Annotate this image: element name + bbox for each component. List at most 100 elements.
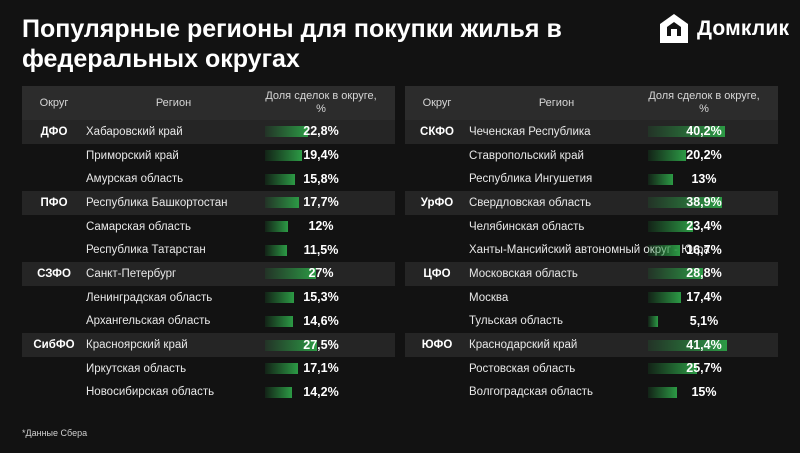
share-value: 20,2% xyxy=(648,148,760,163)
table-row: Ленинградская область 15,3% xyxy=(22,286,395,310)
share-value: 41,4% xyxy=(648,338,760,353)
share-cell: 38,9% xyxy=(648,195,760,210)
share-value: 5,1% xyxy=(648,314,760,329)
region-name: Ленинградская область xyxy=(86,292,261,304)
table-row: ПФО Республика Башкортостан 17,7% xyxy=(22,191,395,215)
share-value: 15,8% xyxy=(265,172,377,187)
table-row: Тульская область 5,1% xyxy=(405,310,778,334)
region-name: Приморский край xyxy=(86,150,261,162)
page-title: Популярные регионы для покупки жилья в ф… xyxy=(22,14,582,74)
okrug-label: ЦФО xyxy=(405,268,469,280)
share-value: 16,7% xyxy=(648,243,760,258)
table-row: Иркутская область 17,1% xyxy=(22,357,395,381)
share-value: 11,5% xyxy=(265,243,377,258)
share-value: 22,8% xyxy=(265,124,377,139)
share-cell: 5,1% xyxy=(648,314,760,329)
share-cell: 14,2% xyxy=(265,385,377,400)
share-cell: 13% xyxy=(648,172,760,187)
share-cell: 20,2% xyxy=(648,148,760,163)
region-name: Ханты-Мансийский автономный округ - Югра xyxy=(469,244,644,256)
share-value: 17,1% xyxy=(265,361,377,376)
region-name: Чеченская Республика xyxy=(469,126,644,138)
share-value: 40,2% xyxy=(648,124,760,139)
region-name: Красноярский край xyxy=(86,339,261,351)
share-cell: 25,7% xyxy=(648,361,760,376)
share-cell: 15,8% xyxy=(265,172,377,187)
table-row: Волгоградская область 15% xyxy=(405,381,778,405)
table-row: Самарская область 12% xyxy=(22,215,395,239)
okrug-label: СибФО xyxy=(22,339,86,351)
share-value: 12% xyxy=(265,219,377,234)
share-value: 14,6% xyxy=(265,314,377,329)
share-cell: 27,5% xyxy=(265,338,377,353)
header-share: Доля сделок в округе, % xyxy=(265,90,377,116)
header-okrug: Округ xyxy=(22,97,86,109)
region-name: Челябинская область xyxy=(469,221,644,233)
share-value: 27,5% xyxy=(265,338,377,353)
header-region: Регион xyxy=(86,97,261,109)
okrug-label: УрФО xyxy=(405,197,469,209)
region-name: Архангельская область xyxy=(86,315,261,327)
share-cell: 15% xyxy=(648,385,760,400)
table-row: УрФО Свердловская область 38,9% xyxy=(405,191,778,215)
region-name: Ростовская область xyxy=(469,363,644,375)
region-name: Краснодарский край xyxy=(469,339,644,351)
share-cell: 28,8% xyxy=(648,266,760,281)
share-value: 15,3% xyxy=(265,290,377,305)
region-name: Москва xyxy=(469,292,644,304)
header-okrug: Округ xyxy=(405,97,469,109)
table-row: Приморский край 19,4% xyxy=(22,144,395,168)
share-cell: 22,8% xyxy=(265,124,377,139)
share-cell: 27% xyxy=(265,266,377,281)
okrug-group: СКФО Чеченская Республика 40,2% Ставропольс… xyxy=(405,120,778,191)
table-row: ЮФО Краснодарский край 41,4% xyxy=(405,333,778,357)
header-region: Регион xyxy=(469,97,644,109)
share-value: 27% xyxy=(265,266,377,281)
house-logo-icon xyxy=(657,12,691,46)
table-row: Челябинская область 23,4% xyxy=(405,215,778,239)
region-name: Самарская область xyxy=(86,221,261,233)
okrug-group: ЦФО Московская область 28,8% Москва 17,4% Тул… xyxy=(405,262,778,333)
region-name: Иркутская область xyxy=(86,363,261,375)
region-name: Хабаровский край xyxy=(86,126,261,138)
table-header: Округ Регион Доля сделок в округе, % xyxy=(22,86,395,120)
share-cell: 17,1% xyxy=(265,361,377,376)
footnote: *Данные Сбера xyxy=(22,428,87,438)
share-cell: 17,4% xyxy=(648,290,760,305)
table-row: СЗФО Санкт-Петербург 27% xyxy=(22,262,395,286)
region-name: Амурская область xyxy=(86,173,261,185)
table-body-left: ДФО Хабаровский край 22,8% Приморский край 1… xyxy=(22,120,395,404)
region-name: Санкт-Петербург xyxy=(86,268,261,280)
share-value: 15% xyxy=(648,385,760,400)
okrug-group: СЗФО Санкт-Петербург 27% Ленинградская обла… xyxy=(22,262,395,333)
logo-text: Домклик xyxy=(697,17,789,41)
share-value: 14,2% xyxy=(265,385,377,400)
table-row: Амурская область 15,8% xyxy=(22,167,395,191)
share-cell: 19,4% xyxy=(265,148,377,163)
table-row: Республика Татарстан 11,5% xyxy=(22,238,395,262)
table-body-right: СКФО Чеченская Республика 40,2% Ставропольс… xyxy=(405,120,778,404)
region-name: Республика Башкортостан xyxy=(86,197,261,209)
table-row: Архангельская область 14,6% xyxy=(22,310,395,334)
region-name: Ставропольский край xyxy=(469,150,644,162)
region-name: Свердловская область xyxy=(469,197,644,209)
okrug-group: ЮФО Краснодарский край 41,4% Ростовская обл… xyxy=(405,333,778,404)
table-right-column: Округ Регион Доля сделок в округе, % СКФ… xyxy=(405,86,778,404)
table-row: Ханты-Мансийский автономный округ - Югра… xyxy=(405,238,778,262)
share-cell: 40,2% xyxy=(648,124,760,139)
share-cell: 14,6% xyxy=(265,314,377,329)
table-header: Округ Регион Доля сделок в округе, % xyxy=(405,86,778,120)
region-name: Волгоградская область xyxy=(469,386,644,398)
share-cell: 16,7% xyxy=(648,243,760,258)
okrug-group: УрФО Свердловская область 38,9% Челябинская… xyxy=(405,191,778,262)
share-cell: 17,7% xyxy=(265,195,377,210)
table-row: Республика Ингушетия 13% xyxy=(405,167,778,191)
region-name: Республика Ингушетия xyxy=(469,173,644,185)
table-row: Ставропольский край 20,2% xyxy=(405,144,778,168)
table-left-column: Округ Регион Доля сделок в округе, % ДФО… xyxy=(22,86,395,404)
table-row: Новосибирская область 14,2% xyxy=(22,381,395,405)
table-row: СКФО Чеченская Республика 40,2% xyxy=(405,120,778,144)
share-value: 23,4% xyxy=(648,219,760,234)
region-name: Тульская область xyxy=(469,315,644,327)
table-row: Ростовская область 25,7% xyxy=(405,357,778,381)
